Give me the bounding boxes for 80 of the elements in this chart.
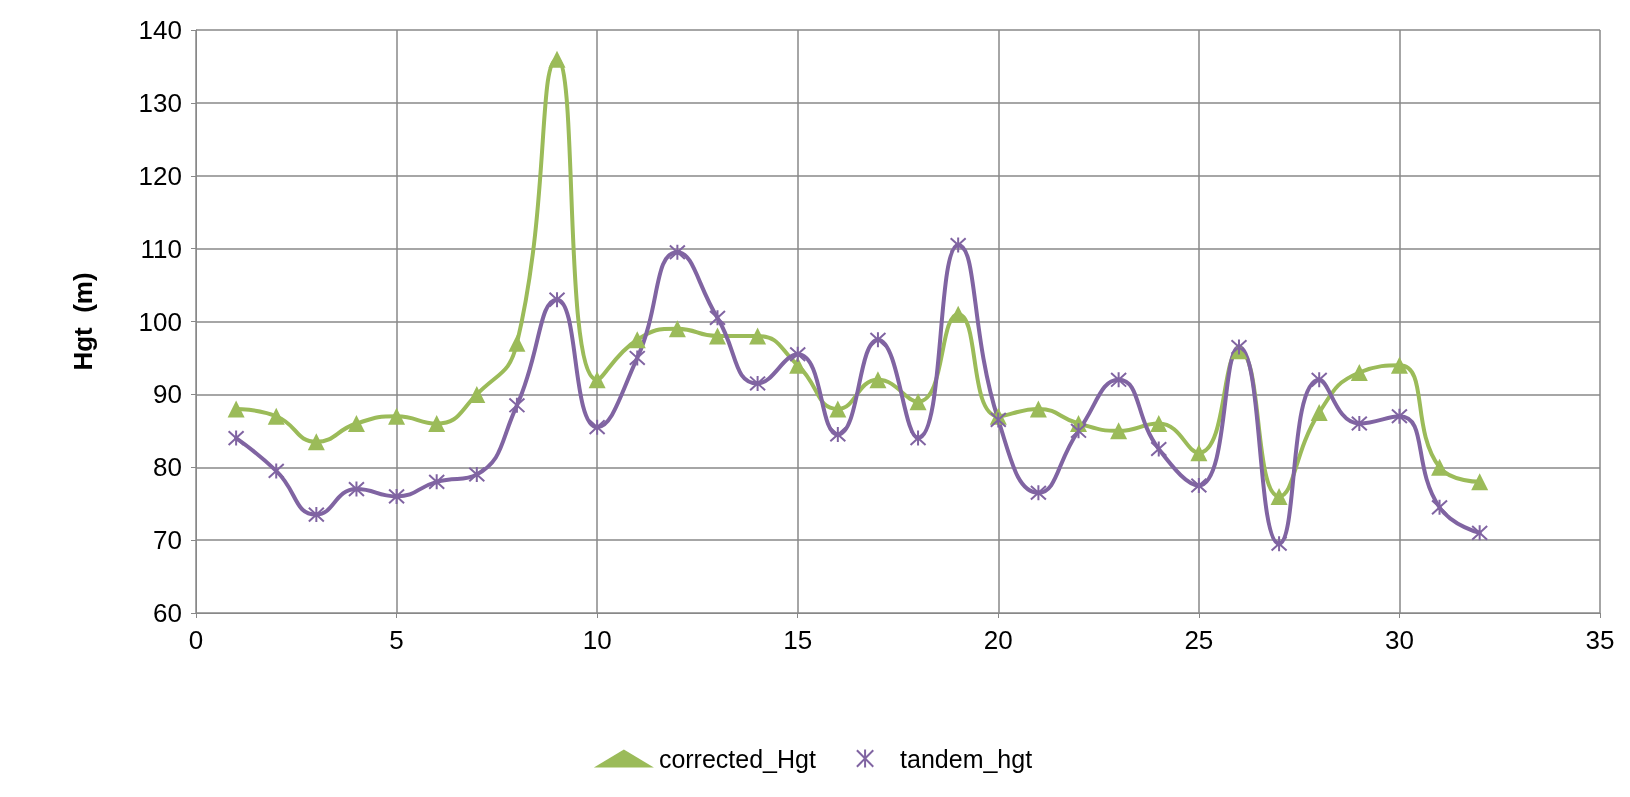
point [1270, 487, 1288, 505]
point [1029, 400, 1047, 418]
point [1390, 356, 1408, 374]
x-tick-label: 25 [1184, 625, 1214, 655]
x-tick-label: 5 [389, 625, 404, 655]
legend-label: corrected_Hgt [658, 744, 816, 773]
point [468, 466, 486, 484]
x-tick-label: 30 [1384, 625, 1414, 655]
point [708, 327, 726, 345]
point [829, 425, 847, 443]
point [1310, 371, 1328, 389]
point [1070, 422, 1088, 440]
point [1190, 476, 1208, 494]
point [1471, 524, 1489, 542]
point [869, 371, 887, 389]
y-tick-label: 130 [138, 87, 182, 118]
y-tick-label: 100 [138, 306, 182, 337]
point [1350, 364, 1368, 382]
point [708, 309, 726, 327]
point [1270, 535, 1288, 553]
point [1471, 473, 1489, 491]
point [1190, 444, 1208, 462]
point [1431, 498, 1449, 516]
point [869, 331, 887, 349]
point [548, 291, 566, 309]
point [909, 429, 927, 447]
point [628, 349, 646, 367]
x-tick-label: 0 [188, 625, 204, 655]
point [267, 407, 285, 425]
point [588, 418, 606, 436]
point [829, 400, 847, 418]
point [548, 50, 566, 68]
point [1150, 415, 1168, 433]
y-tick-label: 110 [140, 233, 182, 264]
point [307, 433, 325, 451]
point [1310, 404, 1328, 422]
point [588, 371, 606, 389]
point [347, 480, 365, 498]
x-tick-label: 20 [983, 625, 1013, 655]
point [508, 396, 526, 414]
point [1150, 440, 1168, 458]
point [628, 331, 646, 349]
y-tick-label: 70 [153, 525, 182, 556]
point [347, 415, 365, 433]
point [749, 327, 767, 345]
point [468, 385, 486, 403]
y-tick-label: 90 [153, 379, 182, 410]
point [749, 374, 767, 392]
y-tick-label: 120 [138, 160, 182, 191]
point [508, 334, 526, 352]
point [949, 236, 967, 254]
point [307, 506, 325, 524]
point [227, 400, 245, 418]
y-tick-label: 140 [138, 15, 182, 45]
point [789, 345, 807, 363]
point [668, 320, 686, 338]
point [1230, 338, 1248, 356]
point [789, 356, 807, 374]
y-tick-label: 60 [153, 598, 182, 628]
y-tick-label: 80 [153, 452, 182, 483]
point [1350, 415, 1368, 433]
point [388, 407, 406, 425]
point [1110, 371, 1128, 389]
x-tick-label: 15 [783, 625, 813, 655]
point [1390, 407, 1408, 425]
point [388, 487, 406, 505]
point [428, 473, 446, 491]
x-tick-label: 10 [582, 625, 612, 655]
point [909, 393, 927, 411]
point [989, 411, 1007, 429]
point [267, 462, 285, 480]
point [1431, 458, 1449, 476]
point [1110, 422, 1128, 440]
point [428, 415, 446, 433]
point [668, 243, 686, 261]
x-tick-label: 35 [1585, 625, 1615, 655]
y-axis-title: Hgt (m) [68, 272, 98, 371]
point [227, 429, 245, 447]
point [1029, 484, 1047, 502]
legend-label: tandem_hgt [900, 744, 1033, 773]
